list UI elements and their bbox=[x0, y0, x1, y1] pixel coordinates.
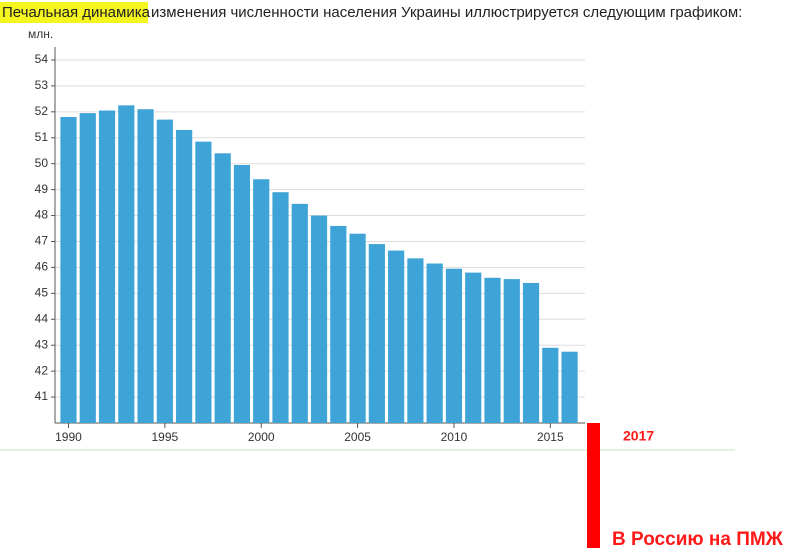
bar bbox=[368, 244, 385, 423]
bar bbox=[156, 119, 173, 423]
y-tick-label: 43 bbox=[35, 337, 49, 351]
bar bbox=[98, 110, 116, 423]
bar bbox=[253, 179, 270, 423]
bar bbox=[233, 164, 251, 423]
bar bbox=[349, 233, 366, 423]
bar bbox=[79, 113, 96, 423]
y-tick-label: 53 bbox=[35, 78, 49, 92]
bar bbox=[542, 347, 559, 423]
y-tick-label: 46 bbox=[35, 260, 49, 274]
y-tick-label: 54 bbox=[35, 52, 49, 66]
y-tick-label: 52 bbox=[35, 104, 49, 118]
y-tick-label: 41 bbox=[35, 389, 49, 403]
y-tick-label: 47 bbox=[35, 234, 49, 248]
bar bbox=[60, 117, 77, 423]
annotation-text: В Россию на ПМЖ bbox=[612, 529, 784, 550]
bar bbox=[465, 272, 482, 423]
bar bbox=[330, 225, 347, 423]
bar bbox=[445, 268, 463, 423]
bar bbox=[561, 351, 578, 423]
y-tick-label: 50 bbox=[35, 156, 49, 170]
bar bbox=[388, 250, 405, 423]
plot: 41 42 43 44 45 46 47 48 49 50 51 52 53 54 1990 1995 2000… bbox=[35, 47, 585, 444]
x-tick-label: 1995 bbox=[152, 430, 179, 444]
y-tick-label: 49 bbox=[35, 182, 49, 196]
x-tick-label: 2015 bbox=[537, 430, 564, 444]
bar bbox=[484, 277, 501, 423]
x-tick-label: 2000 bbox=[248, 430, 275, 444]
bar bbox=[503, 279, 520, 423]
y-tick-label: 42 bbox=[35, 363, 49, 377]
x-tick-label: 2010 bbox=[441, 430, 468, 444]
bar bbox=[137, 109, 154, 423]
title-highlight: Печальная динамика bbox=[2, 4, 151, 21]
y-tick-label: 51 bbox=[35, 130, 49, 144]
y-tick-label: 45 bbox=[35, 286, 49, 300]
bar bbox=[407, 258, 424, 423]
bar bbox=[118, 105, 135, 424]
bar bbox=[426, 263, 443, 423]
bar bbox=[310, 215, 328, 423]
x-tick-label: 2005 bbox=[344, 430, 371, 444]
y-axis-label: млн. bbox=[28, 27, 53, 41]
bar bbox=[214, 153, 231, 423]
red-bar bbox=[587, 423, 600, 548]
y-tick-label: 44 bbox=[35, 311, 49, 325]
bar bbox=[195, 141, 212, 424]
x-tick-label: 1990 bbox=[55, 430, 82, 444]
bar bbox=[522, 282, 540, 423]
annotation-year: 2017 bbox=[623, 428, 654, 444]
y-tick-label: 48 bbox=[35, 208, 49, 222]
title-highlight-bg bbox=[0, 2, 148, 23]
chart-title: изменения численности населения Украины … bbox=[151, 4, 742, 21]
bar bbox=[291, 203, 308, 423]
bar bbox=[272, 192, 289, 423]
bar bbox=[176, 129, 193, 423]
